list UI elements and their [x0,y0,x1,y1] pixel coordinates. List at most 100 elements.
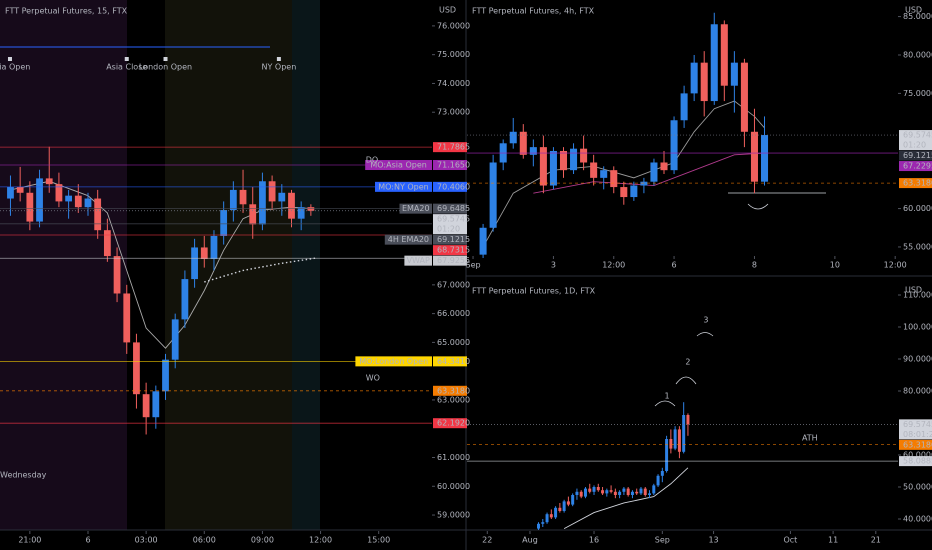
price-tag [899,161,932,172]
y-tick-label: 66.0000 [437,309,470,318]
x-tick-label: 21 [871,536,881,545]
candle-body [669,438,673,449]
y-tick-label: 60.0000 [437,482,470,491]
candle-body [761,135,769,182]
candle-body [162,359,169,392]
candle-body [541,522,545,524]
candle-body [479,227,487,255]
candle-body [152,391,160,418]
candle-body [239,189,247,205]
price-tag [899,419,932,440]
candle-body [220,210,228,236]
y-tick-label: 74.0000 [437,79,470,88]
level-name: MO:London Open [359,357,428,366]
candle-body [583,488,587,497]
candle-body [181,279,189,320]
countdown-label: 01:20 [903,141,926,150]
x-tick-label: 09:00 [251,536,274,545]
candle-body [554,507,558,518]
session-marker [163,57,168,61]
candle-body [665,438,669,471]
price-tag [899,439,932,450]
session-label: London Open [139,63,192,72]
plot [467,402,898,530]
candle-body [720,24,728,86]
price-tag-label: 64.3410 [437,357,470,366]
price-tag [433,245,467,256]
price-axis: 55.0000 60.0000 75.0000 80.0000 85.0000 69.57… [898,12,932,251]
candle-body [16,187,24,193]
axis-unit: USD [905,286,922,295]
arc [747,203,769,210]
candle-body [84,198,92,208]
candle-body [570,148,578,171]
candle-body [590,162,598,178]
candle-body [639,488,643,494]
candle-body [171,319,179,360]
price-tag [433,160,467,171]
candle-body [278,192,286,202]
price-tag-label: 69.1215 [437,235,470,244]
price-tag-label: 63.3180 [903,179,932,188]
candle-body [45,178,53,185]
price-tag [899,150,932,161]
annotation: 3 [703,315,708,324]
candle-body [600,170,608,178]
candle-body [579,491,583,497]
price-axis: 59.0000 60.0000 61.0000 63.0000 65.0000 66.00… [355,21,470,520]
axis-unit: USD [905,6,922,15]
x-tick-label: 11 [828,536,838,545]
candle-body [519,131,527,155]
x-tick-label: 10 [830,261,840,270]
y-tick-label: 67.0000 [437,280,470,289]
asia-session [0,0,127,530]
axis-unit: USD [439,6,456,15]
y-tick-label: 80.0000 [903,50,932,59]
price-tag [899,130,932,151]
annotation: 1 [664,392,669,401]
candle-body [539,147,547,186]
session-label: NY Open [262,63,297,72]
price-tag-label: 69.1215 [903,151,932,160]
level-name: 4H EMA20 [388,235,429,244]
price-tag-label: 69.5745 [903,131,932,140]
price-tag [899,456,932,467]
candle-body [680,93,688,121]
candle-body [609,490,613,492]
countdown-label: 01:20 [437,225,460,234]
x-tick-label: Aug [522,536,538,545]
price-tag-label: 67.9255 [437,256,470,265]
candle-body [643,488,647,495]
ny-session [292,0,320,530]
price-tag-label: 67.2295 [903,162,932,171]
y-tick-label: 50.0000 [903,482,932,491]
london-session [165,0,292,530]
price-tag [433,214,467,235]
level-name: VWAP [407,256,430,265]
candle-body [268,181,276,202]
candle-body [575,491,579,495]
candle-body [142,394,150,418]
candle-body [103,230,111,257]
annotation: WO [366,374,380,383]
price-tag-label: 68.7315 [437,246,470,255]
y-tick-label: 110.0000 [903,291,932,300]
price-tag-label: 69.5745 [437,215,470,224]
y-tick-label: 65.0000 [437,338,470,347]
candle-body [613,491,617,495]
x-tick-label: 6 [85,536,90,545]
y-tick-label: 61.0000 [437,453,470,462]
y-tick-label: 60.0000 [903,204,932,213]
level-name-tag [365,160,432,171]
annotation: Wednesday [0,471,47,480]
candle-body [210,235,218,259]
price-axis: 40.0000 50.0000 60.0000 80.0000 90.0000 100.0… [898,291,932,523]
candle-body [537,523,541,529]
level-name-tag [355,356,432,367]
candle-body [630,491,634,495]
price-tag-label: 63.3180 [903,440,932,449]
price-tag [899,178,932,189]
candle-body [750,131,758,182]
session-marker [276,57,281,61]
x-tick-label: Oct [783,536,797,545]
